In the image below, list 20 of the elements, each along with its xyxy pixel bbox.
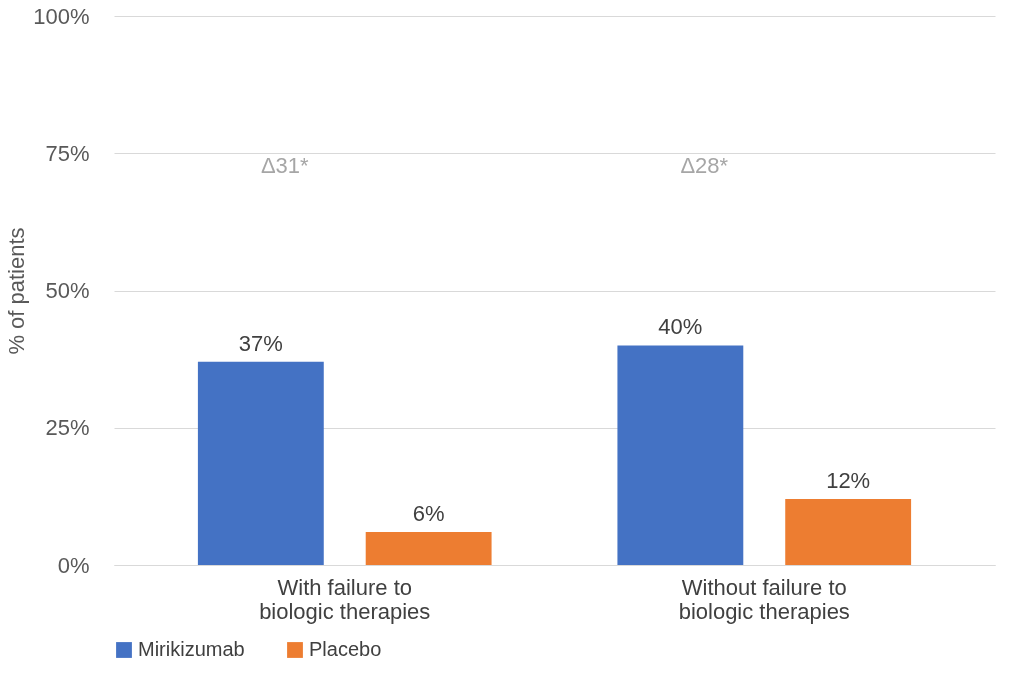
annotation: Δ28* xyxy=(680,153,729,178)
legend-label: Mirikizumab xyxy=(138,638,245,660)
bar xyxy=(785,499,912,565)
bar xyxy=(365,532,492,565)
text: 12% xyxy=(826,468,871,494)
annotation: Δ31* xyxy=(260,153,310,178)
y-tick-label: 75% xyxy=(45,140,90,166)
bar xyxy=(197,361,324,565)
y-axis-title: % of patients xyxy=(4,227,30,355)
legend-label: Placebo xyxy=(309,638,382,660)
x-tick-label: With failure to biologic therapies xyxy=(259,574,431,624)
y-tick-label: 50% xyxy=(45,278,90,303)
y-tick-label: 25% xyxy=(45,415,90,441)
x-tick-label: Without failure to biologic therapies xyxy=(678,574,850,624)
bar xyxy=(617,345,744,565)
y-tick-label: 100% xyxy=(33,3,90,29)
y-tick-label: 0% xyxy=(57,552,90,578)
text: 6% xyxy=(412,501,445,527)
text: 37% xyxy=(238,330,283,356)
text: 40% xyxy=(658,314,703,340)
